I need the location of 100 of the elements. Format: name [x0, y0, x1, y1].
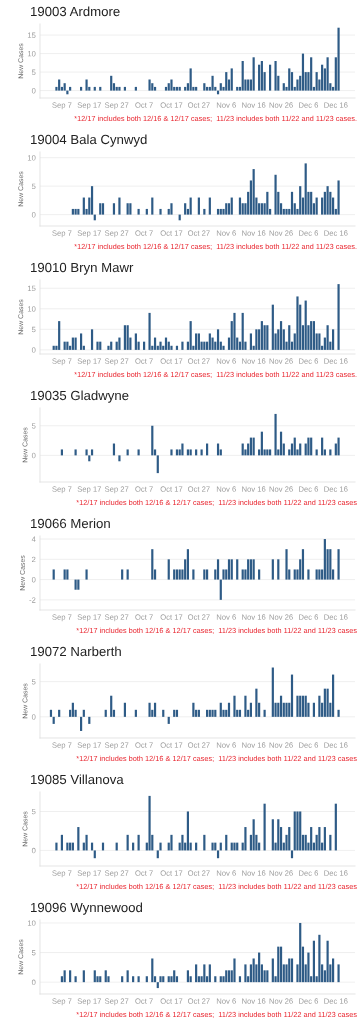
bar	[299, 695, 302, 717]
bar	[266, 325, 269, 350]
bar	[249, 559, 253, 580]
bar	[181, 834, 184, 851]
bar	[99, 976, 102, 983]
bar	[145, 976, 148, 983]
bar	[219, 208, 222, 215]
chart-title: 19085 Villanova	[31, 774, 124, 785]
bar	[315, 72, 318, 91]
bar	[230, 559, 233, 580]
bar	[296, 695, 299, 717]
bar	[203, 569, 206, 580]
bar	[216, 208, 220, 215]
bar	[225, 72, 228, 91]
bar	[195, 86, 198, 91]
bar	[208, 709, 211, 717]
bar	[205, 709, 209, 717]
bar	[93, 86, 96, 91]
bar	[323, 688, 326, 717]
bar	[205, 569, 209, 580]
bar	[129, 203, 132, 215]
bar	[263, 709, 266, 717]
bar	[90, 329, 94, 350]
bar	[288, 325, 291, 350]
bar	[85, 834, 88, 851]
bar	[290, 72, 294, 91]
bar	[208, 333, 211, 350]
bar	[216, 329, 220, 350]
bar	[63, 569, 66, 580]
bar	[52, 716, 55, 724]
bar	[252, 958, 255, 983]
bar	[238, 976, 242, 983]
bar	[200, 449, 203, 456]
bar	[184, 203, 187, 215]
bar	[301, 53, 305, 91]
bar	[274, 413, 277, 456]
bar	[173, 709, 176, 717]
bar	[310, 321, 313, 350]
bar	[162, 976, 165, 983]
bar	[227, 970, 231, 983]
bar	[274, 174, 277, 215]
bar	[170, 345, 173, 350]
bar	[181, 443, 184, 456]
bar	[290, 674, 294, 717]
chart-title: 19010 Bryn Mawr	[31, 262, 134, 275]
bar	[77, 579, 80, 590]
bar	[241, 312, 244, 350]
bar	[197, 197, 200, 215]
bar	[312, 702, 316, 717]
bar	[271, 667, 274, 717]
bar	[247, 79, 250, 91]
bar	[49, 709, 53, 717]
bar	[170, 79, 173, 91]
bar	[58, 321, 61, 350]
bar	[189, 321, 192, 350]
bar	[337, 437, 340, 456]
bar	[192, 569, 195, 580]
bar	[225, 203, 228, 215]
bar	[277, 559, 280, 580]
bar	[115, 86, 118, 91]
bar	[203, 83, 206, 91]
bar	[260, 321, 263, 350]
bar	[170, 449, 173, 456]
bar	[241, 61, 244, 91]
bar	[337, 180, 340, 215]
bar	[307, 569, 310, 580]
chart-title: 19035 Gladwyne	[31, 390, 129, 403]
bar	[99, 203, 102, 215]
bar	[331, 674, 335, 717]
bar	[82, 197, 85, 215]
bar	[299, 811, 302, 851]
bar	[211, 709, 214, 717]
bar	[219, 702, 222, 717]
bar	[233, 958, 236, 983]
bar	[126, 970, 129, 983]
bar	[329, 449, 332, 456]
bar	[148, 79, 151, 91]
bar	[312, 940, 316, 983]
bar	[277, 946, 280, 983]
bar	[85, 569, 88, 580]
bar	[304, 695, 307, 717]
bar	[329, 549, 332, 580]
bar	[301, 549, 305, 580]
bar	[216, 559, 220, 580]
bar	[134, 709, 137, 717]
bar	[58, 709, 61, 717]
bar	[121, 976, 124, 983]
bar	[249, 702, 253, 717]
bar	[148, 702, 151, 717]
bar	[337, 284, 340, 350]
bar	[123, 86, 127, 91]
chart-title: 19096 Wynnewood	[31, 902, 142, 915]
bar	[258, 64, 261, 91]
bar	[159, 842, 162, 851]
bar	[258, 569, 261, 580]
bar	[312, 321, 316, 350]
bar	[99, 86, 102, 91]
bar	[252, 57, 255, 91]
bar	[214, 709, 217, 717]
bar	[321, 64, 324, 91]
